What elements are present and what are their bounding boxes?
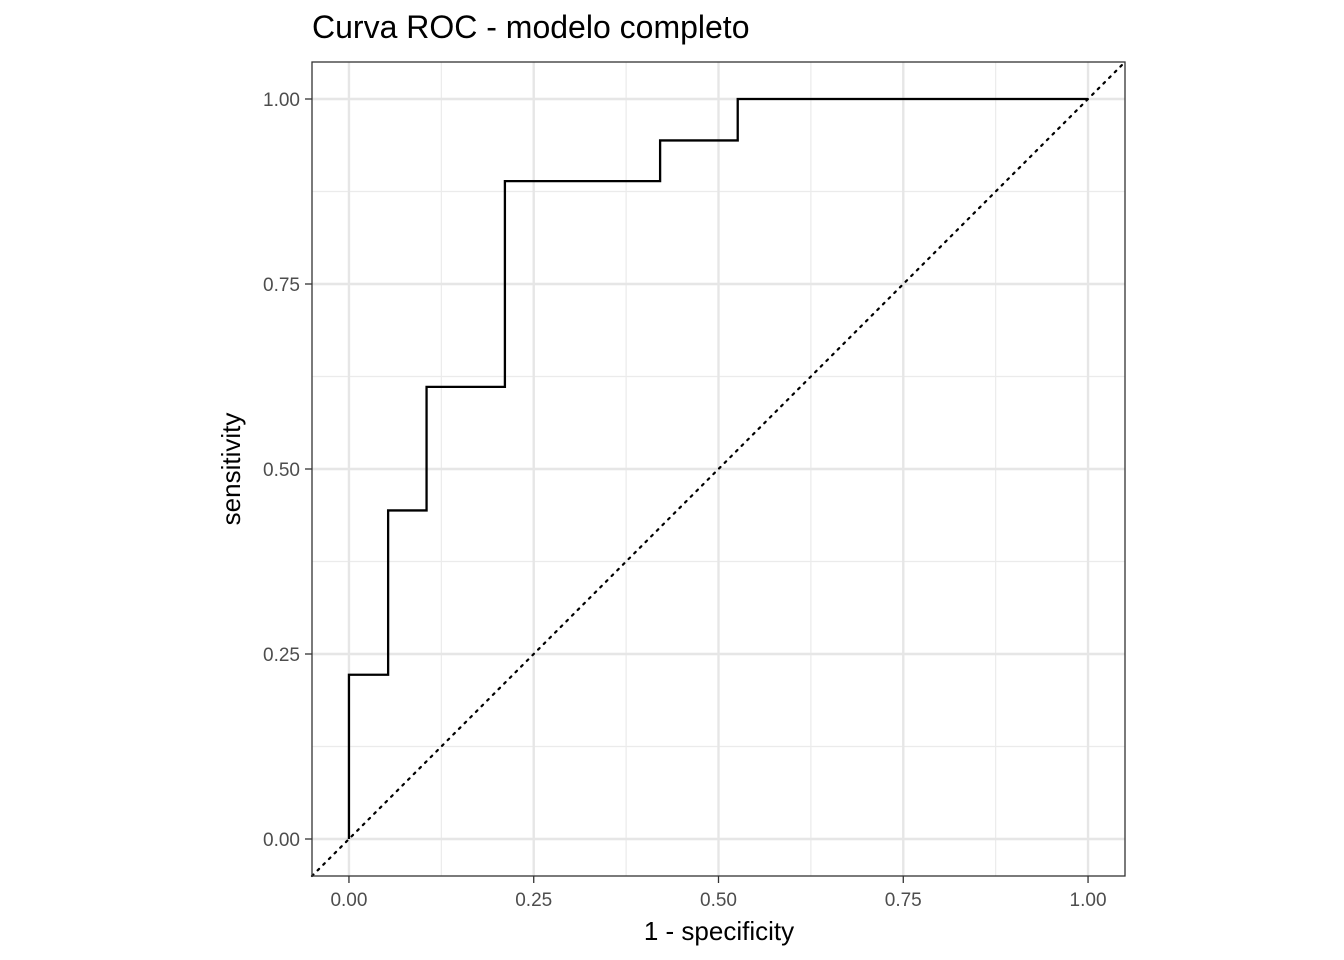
y-axis: 0.00 0.25 0.50 0.75 1.00 (263, 90, 312, 851)
reference-layer (310, 60, 1127, 878)
x-tick-label: 0.50 (700, 890, 737, 911)
series-layer (347, 97, 1089, 839)
chart-title: Curva ROC - modelo completo (312, 9, 749, 45)
x-tick-label: 1.00 (1070, 890, 1107, 911)
x-tick-label: 0.25 (515, 890, 552, 911)
reference-diagonal-line (310, 60, 1127, 878)
x-axis: 0.00 0.25 0.50 0.75 1.00 (330, 876, 1107, 911)
x-tick-label: 0.00 (330, 890, 367, 911)
y-tick-label: 1.00 (263, 90, 300, 111)
y-tick-label: 0.75 (263, 275, 300, 296)
x-axis-title: 1 - specificity (644, 916, 794, 946)
y-tick-label: 0.00 (263, 830, 300, 851)
y-axis-title: sensitivity (216, 413, 246, 526)
plot-panel (310, 60, 1127, 878)
roc-curve-line (347, 97, 1089, 839)
y-tick-label: 0.25 (263, 645, 300, 666)
x-tick-label: 0.75 (885, 890, 922, 911)
y-tick-label: 0.50 (263, 460, 300, 481)
